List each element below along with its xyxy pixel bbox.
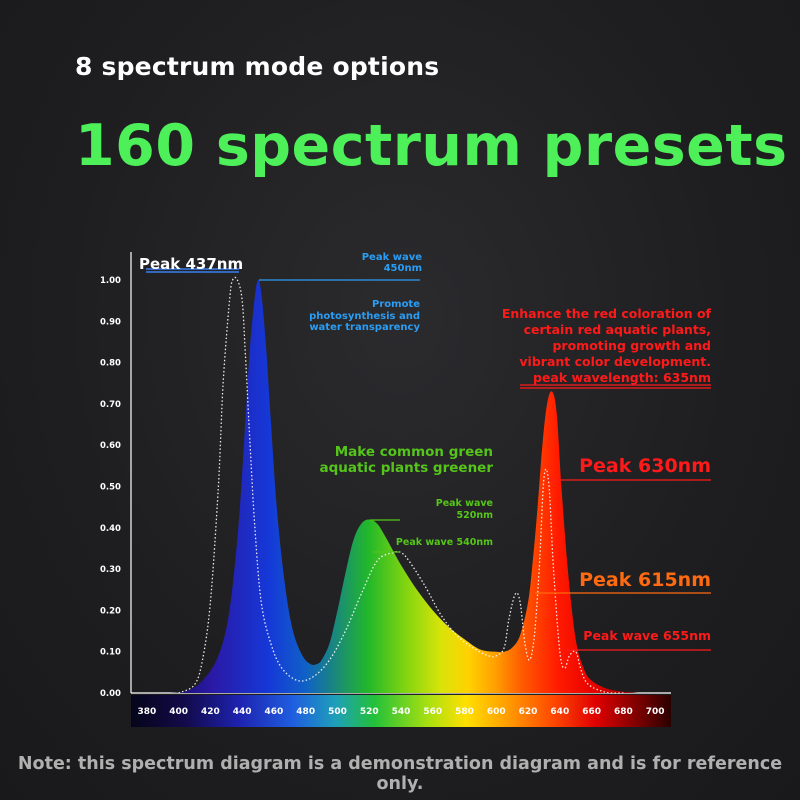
peak-437-label: Peak 437nm xyxy=(139,255,243,273)
disclaimer-note: Note: this spectrum diagram is a demonst… xyxy=(17,754,783,794)
x-tick-label: 560 xyxy=(423,707,442,717)
y-tick-label: 0.00 xyxy=(100,689,121,699)
peak-wave-540-label: Peak wave 540nm xyxy=(396,537,493,548)
x-tick-label: 600 xyxy=(487,707,506,717)
series-dotted-curve xyxy=(178,276,624,694)
x-tick-label: 400 xyxy=(169,707,188,717)
x-tick-label: 500 xyxy=(328,707,347,717)
peak-wave-450-label-1: Peak wave xyxy=(362,252,422,263)
peak-wave-450-label-2: 450nm xyxy=(384,263,422,274)
x-tick-label: 540 xyxy=(392,707,411,717)
blue-note-line-3: water transparency xyxy=(309,322,420,333)
y-tick-label: 0.60 xyxy=(100,441,121,451)
series-spectrum-area xyxy=(170,279,640,693)
red-note-line-4: vibrant color development. xyxy=(519,354,711,369)
y-tick-label: 0.40 xyxy=(100,524,121,534)
x-tick-label: 420 xyxy=(201,707,220,717)
x-tick-label: 680 xyxy=(614,707,633,717)
x-tick-label: 660 xyxy=(582,707,601,717)
x-tick-label: 640 xyxy=(550,707,569,717)
red-note-line-1: Enhance the red coloration of xyxy=(502,306,712,321)
blue-note-line-2: photosynthesis and xyxy=(309,311,420,322)
x-tick-label: 620 xyxy=(519,707,538,717)
peak-wave-655-label: Peak wave 655nm xyxy=(583,628,711,643)
subtitle: 8 spectrum mode options xyxy=(75,52,440,81)
green-note-line-1: Make common green xyxy=(335,444,493,460)
peak-wave-520-label-1: Peak wave xyxy=(436,498,493,509)
y-tick-label: 1.00 xyxy=(100,276,121,286)
red-note-line-3: promoting growth and xyxy=(552,338,711,353)
x-tick-label: 480 xyxy=(296,707,315,717)
y-tick-label: 0.20 xyxy=(100,606,121,616)
peak-wave-520-label-2: 520nm xyxy=(457,510,494,521)
headline: 160 spectrum presets xyxy=(75,113,788,179)
x-tick-label: 460 xyxy=(265,707,284,717)
y-tick-label: 0.10 xyxy=(100,648,121,658)
peak-615-label: Peak 615nm xyxy=(579,569,711,591)
blue-note-line-1: Promote xyxy=(372,299,420,310)
y-tick-label: 0.50 xyxy=(100,483,121,493)
y-tick-label: 0.90 xyxy=(100,317,121,327)
green-note-line-2: aquatic plants greener xyxy=(319,460,493,476)
x-tick-label: 380 xyxy=(137,707,156,717)
red-note-line-2: certain red aquatic plants, xyxy=(524,322,711,337)
x-tick-label: 580 xyxy=(455,707,474,717)
x-tick-label: 700 xyxy=(646,707,665,717)
red-note-line-5: peak wavelength: 635nm xyxy=(533,370,711,385)
y-tick-label: 0.70 xyxy=(100,400,121,410)
x-tick-label: 440 xyxy=(233,707,252,717)
x-tick-label: 520 xyxy=(360,707,379,717)
y-tick-label: 0.80 xyxy=(100,359,121,369)
y-tick-label: 0.30 xyxy=(100,565,121,575)
wavelength-color-bar xyxy=(131,695,671,727)
peak-630-label: Peak 630nm xyxy=(579,455,711,477)
